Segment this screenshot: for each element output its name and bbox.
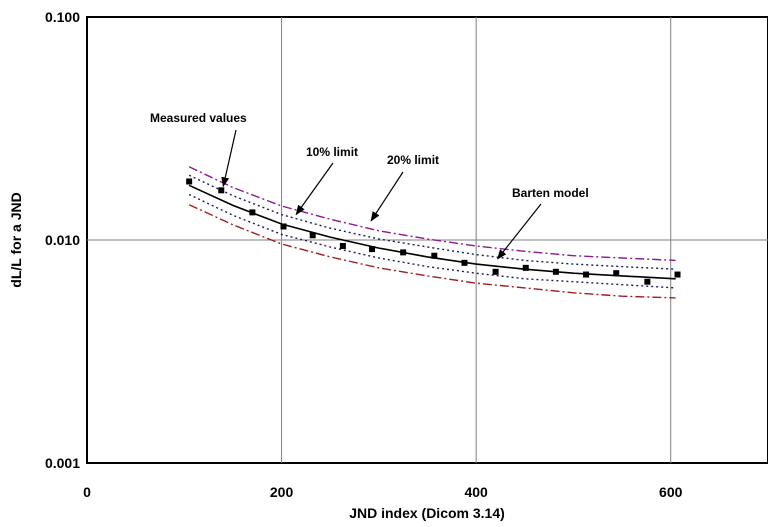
y-tick-label: 0.100	[45, 9, 80, 25]
measured-point	[369, 246, 376, 253]
y-tick-label: 0.010	[45, 232, 80, 248]
measured-point	[461, 259, 468, 266]
annotation-label: 10% limit	[306, 145, 358, 159]
annotation-arrow	[370, 171, 404, 222]
measured-point	[249, 209, 256, 216]
annotations: Measured values 10% limit 20% limit Barten …	[150, 111, 589, 260]
measured-point	[186, 178, 193, 185]
measured-point	[339, 242, 346, 249]
x-tick-label: 600	[659, 484, 683, 500]
annotation-arrow	[221, 129, 237, 188]
annotation-arrow	[295, 162, 334, 216]
measured-point	[492, 268, 499, 275]
measured-point	[400, 249, 407, 256]
measured-point	[280, 223, 287, 230]
measured-point	[309, 232, 316, 239]
series-line-3	[188, 166, 676, 262]
measured-point	[644, 278, 651, 285]
measured-point	[218, 187, 225, 194]
measured-point	[522, 264, 529, 271]
series-line-1	[188, 174, 676, 270]
measured-point	[674, 271, 681, 278]
series-line-4	[188, 204, 676, 299]
series-layer	[186, 166, 681, 299]
measured-point	[552, 268, 559, 275]
series-line-0	[188, 184, 676, 280]
y-axis-title: dL/L for a JND	[8, 192, 24, 287]
x-tick-label: 200	[270, 484, 294, 500]
y-tick-label: 0.001	[45, 455, 80, 471]
tick-labels: 0 200 400 600 0.001 0.010 0.100	[45, 9, 683, 500]
x-tick-label: 0	[83, 484, 91, 500]
annotation-label: Measured values	[150, 111, 247, 125]
x-tick-label: 400	[464, 484, 488, 500]
annotation-label: Barten model	[512, 186, 589, 200]
grid-lines	[87, 17, 768, 463]
annotation-label: 20% limit	[387, 153, 439, 167]
measured-point	[613, 270, 620, 277]
measured-point	[431, 252, 438, 259]
x-axis-title: JND index (Dicom 3.14)	[349, 505, 505, 521]
annotation-arrow	[496, 203, 542, 260]
series-line-2	[188, 193, 676, 289]
measured-point	[583, 271, 590, 278]
